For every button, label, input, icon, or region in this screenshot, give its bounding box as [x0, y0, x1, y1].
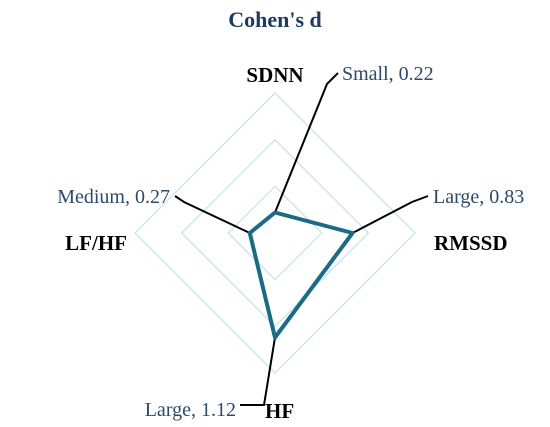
grid-ring-3: [134, 92, 416, 374]
grid-ring-2: [180, 138, 370, 328]
callout-lf-hf: Medium, 0.27: [57, 186, 170, 208]
callout-hf: Large, 1.12: [145, 399, 236, 421]
axis-label-sdnn: SDNN: [246, 63, 303, 87]
axis-label-rmssd: RMSSD: [434, 231, 508, 255]
data-series: [247, 210, 355, 340]
callout-leaders: [174, 72, 429, 406]
leader-line-hf: [240, 337, 276, 406]
radar-grid: [134, 92, 416, 374]
callout-sdnn: Small, 0.22: [342, 63, 434, 85]
series-polygon: [247, 210, 355, 340]
axis-label-hf: HF: [265, 399, 294, 423]
leader-line-sdnn: [274, 72, 339, 213]
grid-ring-1: [227, 185, 323, 281]
callout-rmssd: Large, 0.83: [433, 186, 524, 208]
chart-title: Cohen's d: [228, 7, 322, 32]
leader-line-lf-hf: [174, 195, 251, 234]
axis-label-lf-hf: LF/HF: [65, 231, 127, 255]
leader-line-rmssd: [352, 195, 429, 234]
